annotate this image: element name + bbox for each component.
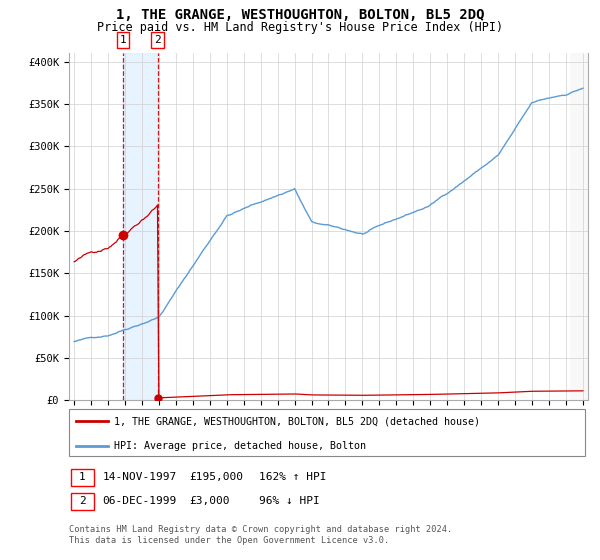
Text: £195,000: £195,000 [190, 472, 244, 482]
Text: 1, THE GRANGE, WESTHOUGHTON, BOLTON, BL5 2DQ: 1, THE GRANGE, WESTHOUGHTON, BOLTON, BL5… [116, 8, 484, 22]
Text: HPI: Average price, detached house, Bolton: HPI: Average price, detached house, Bolt… [114, 441, 366, 451]
Text: 1, THE GRANGE, WESTHOUGHTON, BOLTON, BL5 2DQ (detached house): 1, THE GRANGE, WESTHOUGHTON, BOLTON, BL5… [114, 416, 480, 426]
Text: 14-NOV-1997: 14-NOV-1997 [103, 472, 177, 482]
Text: 96% ↓ HPI: 96% ↓ HPI [259, 496, 319, 506]
Bar [570, 53, 588, 400]
Text: Price paid vs. HM Land Registry's House Price Index (HPI): Price paid vs. HM Land Registry's House … [97, 21, 503, 34]
Bar [123, 53, 158, 400]
Text: 2: 2 [154, 35, 161, 45]
Text: 1: 1 [119, 35, 126, 45]
Text: 2: 2 [79, 496, 86, 506]
Text: £3,000: £3,000 [190, 496, 230, 506]
Text: 162% ↑ HPI: 162% ↑ HPI [259, 472, 326, 482]
Bar [570, 53, 588, 400]
Text: Contains HM Land Registry data © Crown copyright and database right 2024.
This d: Contains HM Land Registry data © Crown c… [69, 525, 452, 545]
Text: 1: 1 [79, 472, 86, 482]
Text: 06-DEC-1999: 06-DEC-1999 [103, 496, 177, 506]
